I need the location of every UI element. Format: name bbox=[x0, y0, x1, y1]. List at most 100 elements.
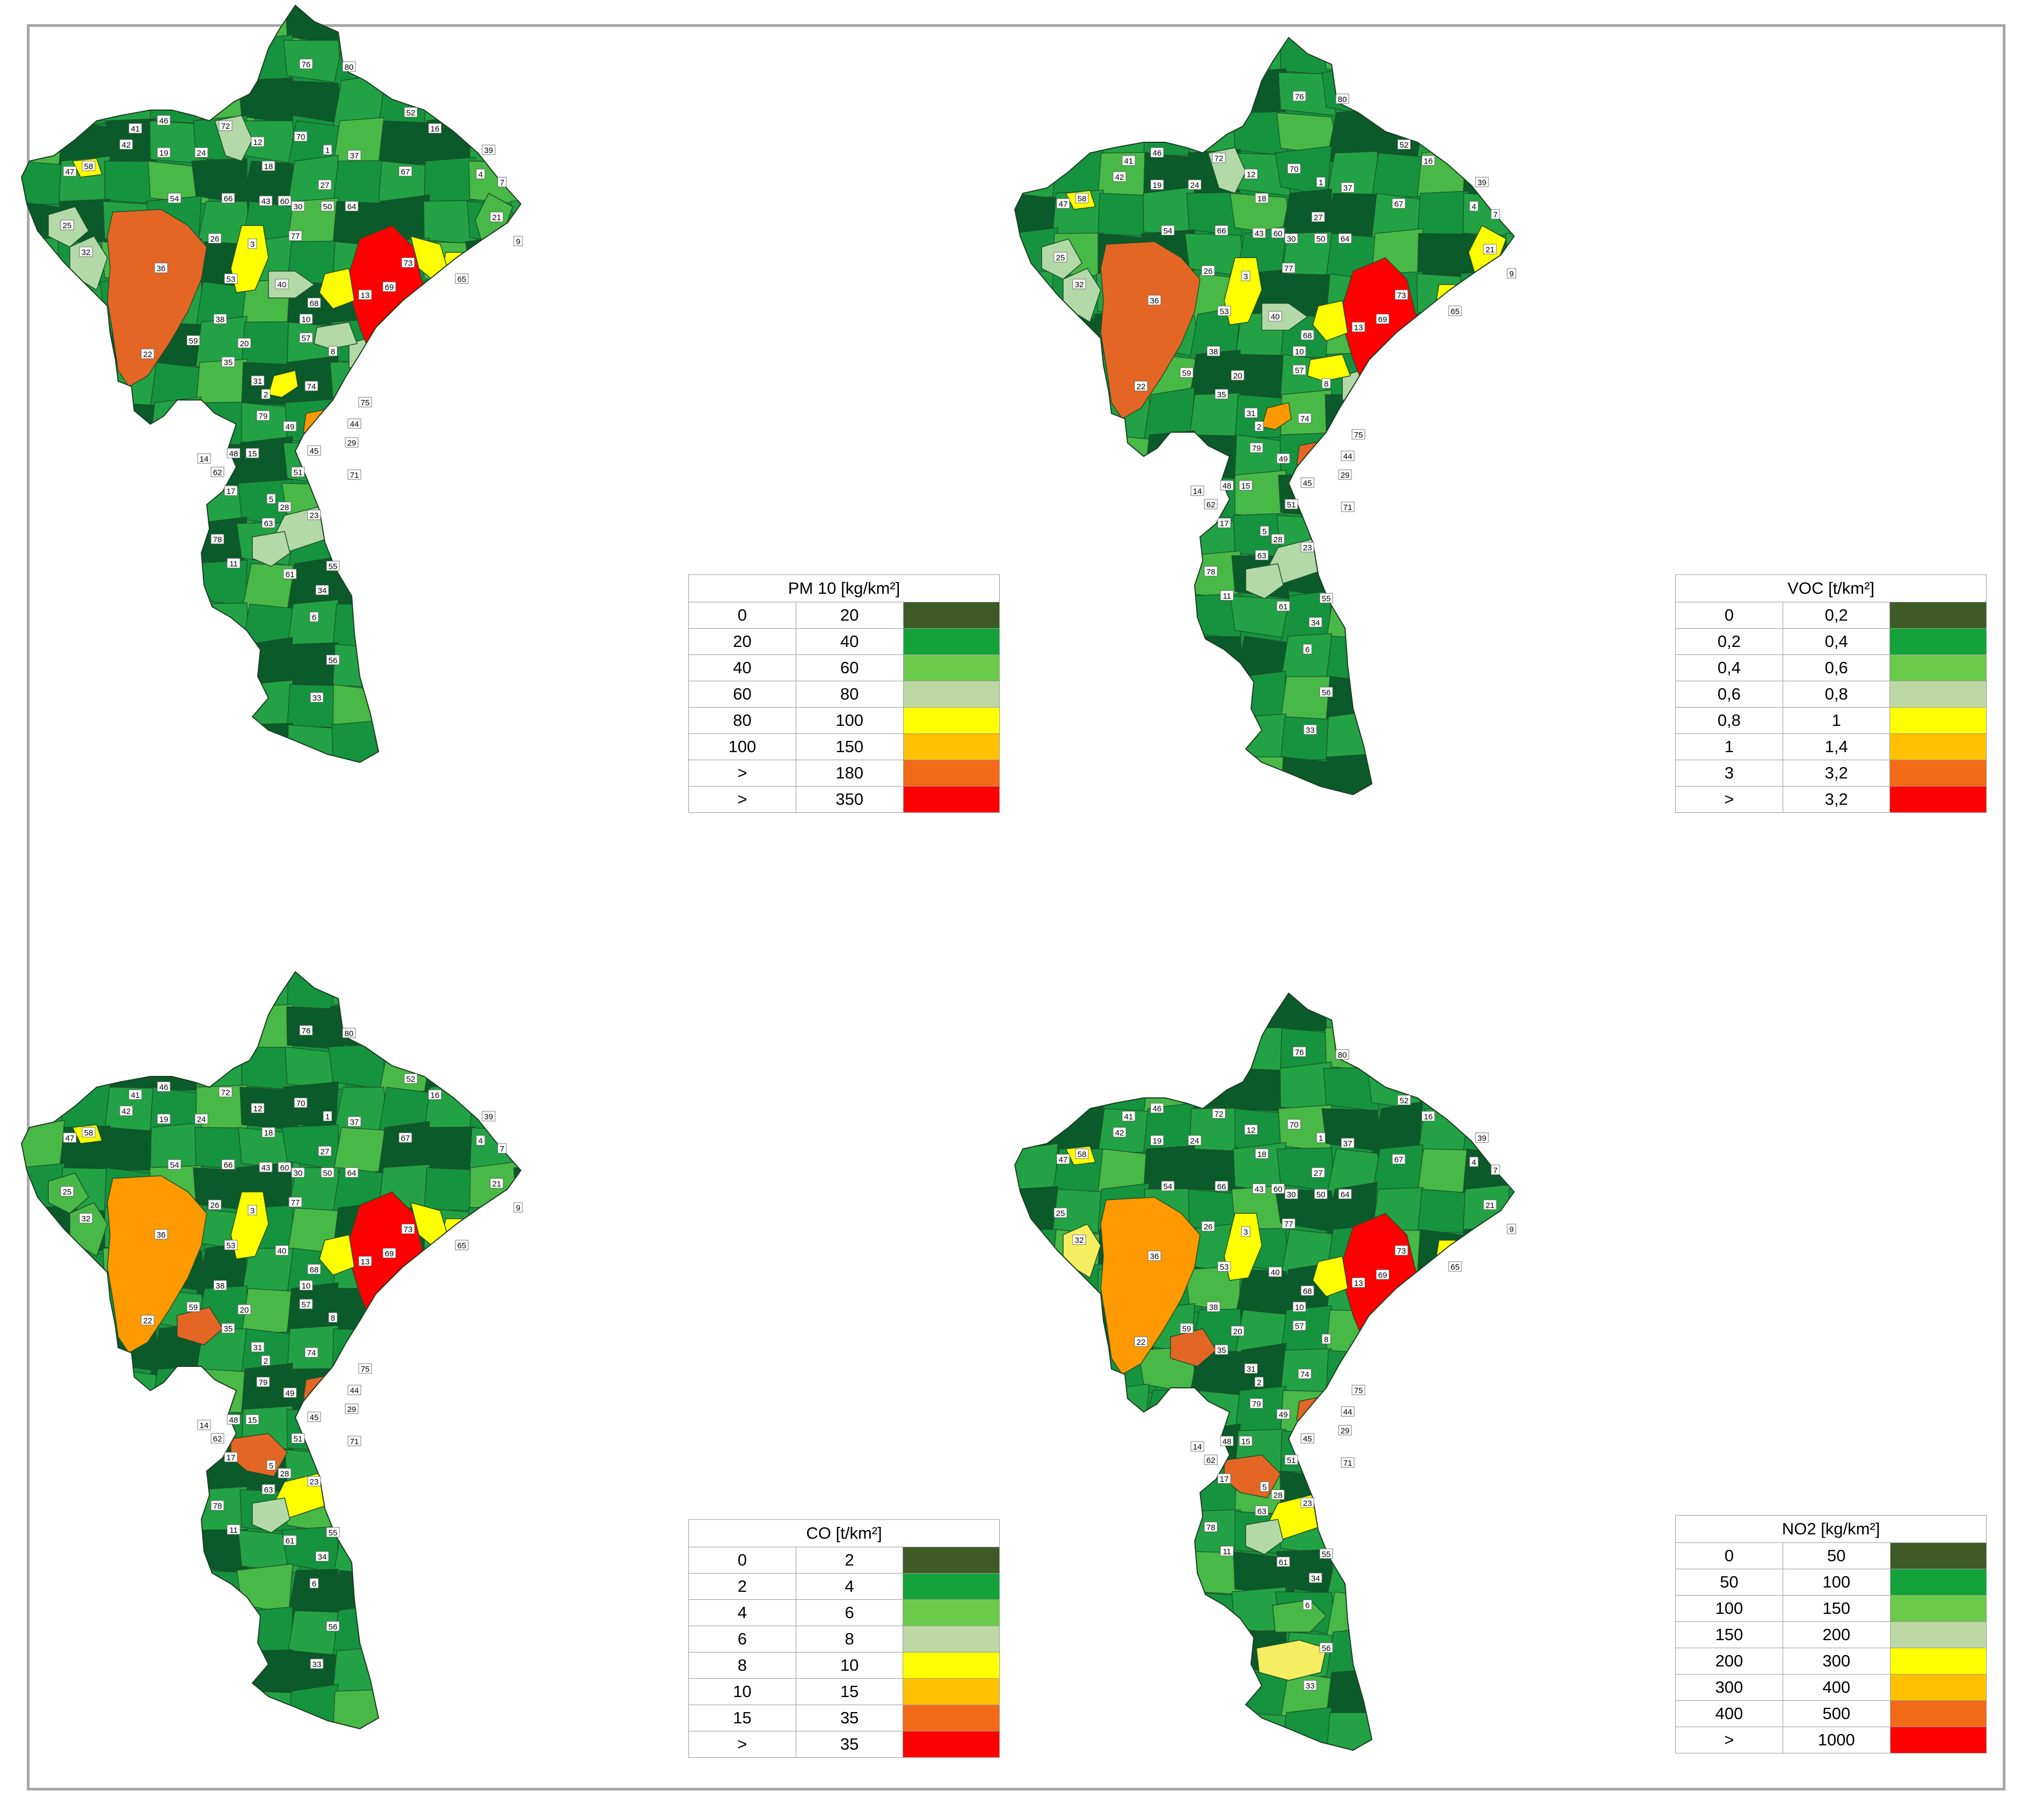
municipality-area bbox=[1096, 676, 1159, 720]
municipality-label-36: 36 bbox=[1147, 295, 1161, 305]
svg-text:71: 71 bbox=[1343, 503, 1353, 512]
municipality-label-67: 67 bbox=[398, 1132, 412, 1143]
svg-text:20: 20 bbox=[240, 339, 249, 348]
municipality-area bbox=[1368, 1028, 1428, 1072]
municipality-area bbox=[21, 1407, 66, 1453]
municipality-area bbox=[21, 279, 66, 325]
municipality-area bbox=[1052, 591, 1104, 639]
municipality-label-7: 7 bbox=[497, 1143, 507, 1154]
municipality-label-62: 62 bbox=[210, 1433, 224, 1444]
municipality-label-27: 27 bbox=[1311, 1167, 1325, 1178]
svg-text:76: 76 bbox=[302, 1027, 311, 1036]
municipality-area bbox=[1234, 1712, 1292, 1750]
municipality-area bbox=[1508, 72, 1514, 116]
legend-lower-bound: 0,4 bbox=[1675, 654, 1783, 681]
municipality-area bbox=[59, 1650, 119, 1694]
municipality-label-39: 39 bbox=[1475, 177, 1489, 187]
municipality-label-34: 34 bbox=[1309, 617, 1322, 628]
svg-text:8: 8 bbox=[331, 1314, 335, 1323]
municipality-label-57: 57 bbox=[299, 332, 313, 343]
svg-text:64: 64 bbox=[347, 202, 357, 212]
municipality-label-7: 7 bbox=[497, 177, 507, 187]
municipality-label-15: 15 bbox=[245, 448, 259, 458]
municipality-area bbox=[510, 598, 521, 647]
svg-text:75: 75 bbox=[361, 1365, 370, 1374]
municipality-area bbox=[101, 1690, 158, 1729]
svg-text:26: 26 bbox=[1204, 1222, 1213, 1232]
municipality-area bbox=[54, 972, 115, 1010]
municipality-area bbox=[1143, 1632, 1199, 1676]
svg-text:11: 11 bbox=[229, 1526, 238, 1535]
municipality-area bbox=[1371, 1712, 1431, 1750]
svg-text:62: 62 bbox=[1207, 500, 1216, 509]
legend-row: 1 1,4 bbox=[1675, 733, 1987, 760]
municipality-area bbox=[1015, 1430, 1060, 1474]
legend-row: >35 bbox=[688, 1731, 1000, 1758]
legend-upper-bound: 50 bbox=[1782, 1542, 1891, 1569]
municipality-area bbox=[1508, 756, 1514, 795]
municipality-label-19: 19 bbox=[1150, 179, 1164, 190]
svg-text:10: 10 bbox=[302, 1282, 311, 1291]
municipality-area bbox=[515, 322, 521, 368]
municipality-area bbox=[332, 644, 391, 688]
municipality-area bbox=[1371, 1589, 1423, 1638]
municipality-area bbox=[150, 1524, 202, 1574]
municipality-area bbox=[1189, 392, 1242, 440]
svg-text:46: 46 bbox=[159, 1083, 169, 1092]
svg-text:49: 49 bbox=[286, 1389, 295, 1398]
svg-text:21: 21 bbox=[1486, 245, 1495, 254]
municipality-area bbox=[1463, 1551, 1514, 1595]
municipality-label-43: 43 bbox=[259, 195, 273, 206]
svg-text:9: 9 bbox=[516, 1204, 520, 1213]
municipality-area bbox=[424, 80, 483, 125]
municipality-area bbox=[332, 562, 386, 609]
legend-swatch bbox=[903, 602, 1000, 629]
municipality-label-24: 24 bbox=[1188, 1135, 1202, 1146]
legend-upper-bound: 1 bbox=[1782, 707, 1891, 734]
svg-text:72: 72 bbox=[1215, 154, 1224, 163]
municipality-area bbox=[467, 1648, 521, 1694]
municipality-area bbox=[1326, 993, 1378, 1031]
municipality-label-4: 4 bbox=[1469, 201, 1479, 212]
municipality-label-15: 15 bbox=[1239, 1436, 1253, 1446]
municipality-area bbox=[1371, 70, 1424, 122]
municipality-label-77: 77 bbox=[288, 230, 302, 241]
municipality-area bbox=[104, 1530, 162, 1574]
municipality-label-2: 2 bbox=[261, 389, 271, 399]
municipality-area bbox=[1143, 555, 1202, 599]
municipality-area bbox=[1052, 1550, 1106, 1598]
municipality-area bbox=[1015, 1269, 1064, 1314]
svg-text:11: 11 bbox=[1223, 592, 1231, 601]
svg-text:24: 24 bbox=[1190, 1137, 1200, 1146]
municipality-area bbox=[469, 478, 521, 527]
municipality-label-35: 35 bbox=[1215, 1344, 1229, 1355]
municipality-area bbox=[1463, 38, 1514, 79]
municipality-area bbox=[1417, 1229, 1478, 1273]
svg-text:44: 44 bbox=[350, 1386, 359, 1395]
municipality-area bbox=[1015, 394, 1066, 438]
municipality-area bbox=[424, 1409, 483, 1458]
svg-text:37: 37 bbox=[1343, 1139, 1353, 1148]
svg-text:60: 60 bbox=[280, 197, 289, 206]
municipality-label-14: 14 bbox=[1190, 1441, 1204, 1452]
municipality-area bbox=[1463, 1385, 1514, 1440]
legend-swatch bbox=[1889, 1569, 1987, 1596]
municipality-label-76: 76 bbox=[1292, 91, 1306, 101]
municipality-area bbox=[1052, 1306, 1104, 1353]
municipality-label-10: 10 bbox=[299, 314, 313, 324]
municipality-label-35: 35 bbox=[221, 356, 235, 367]
municipality-label-22: 22 bbox=[1134, 1336, 1148, 1347]
svg-text:13: 13 bbox=[1354, 1279, 1363, 1288]
municipality-label-54: 54 bbox=[1161, 1181, 1175, 1191]
svg-text:16: 16 bbox=[1424, 157, 1433, 166]
municipality-label-75: 75 bbox=[358, 397, 372, 407]
municipality-label-45: 45 bbox=[1300, 1433, 1314, 1444]
svg-text:12: 12 bbox=[253, 138, 263, 147]
municipality-label-54: 54 bbox=[168, 1159, 181, 1170]
municipality-area bbox=[1416, 1307, 1470, 1353]
svg-text:17: 17 bbox=[1220, 519, 1229, 528]
municipality-area bbox=[1462, 1269, 1514, 1313]
svg-text:40: 40 bbox=[1271, 312, 1280, 322]
